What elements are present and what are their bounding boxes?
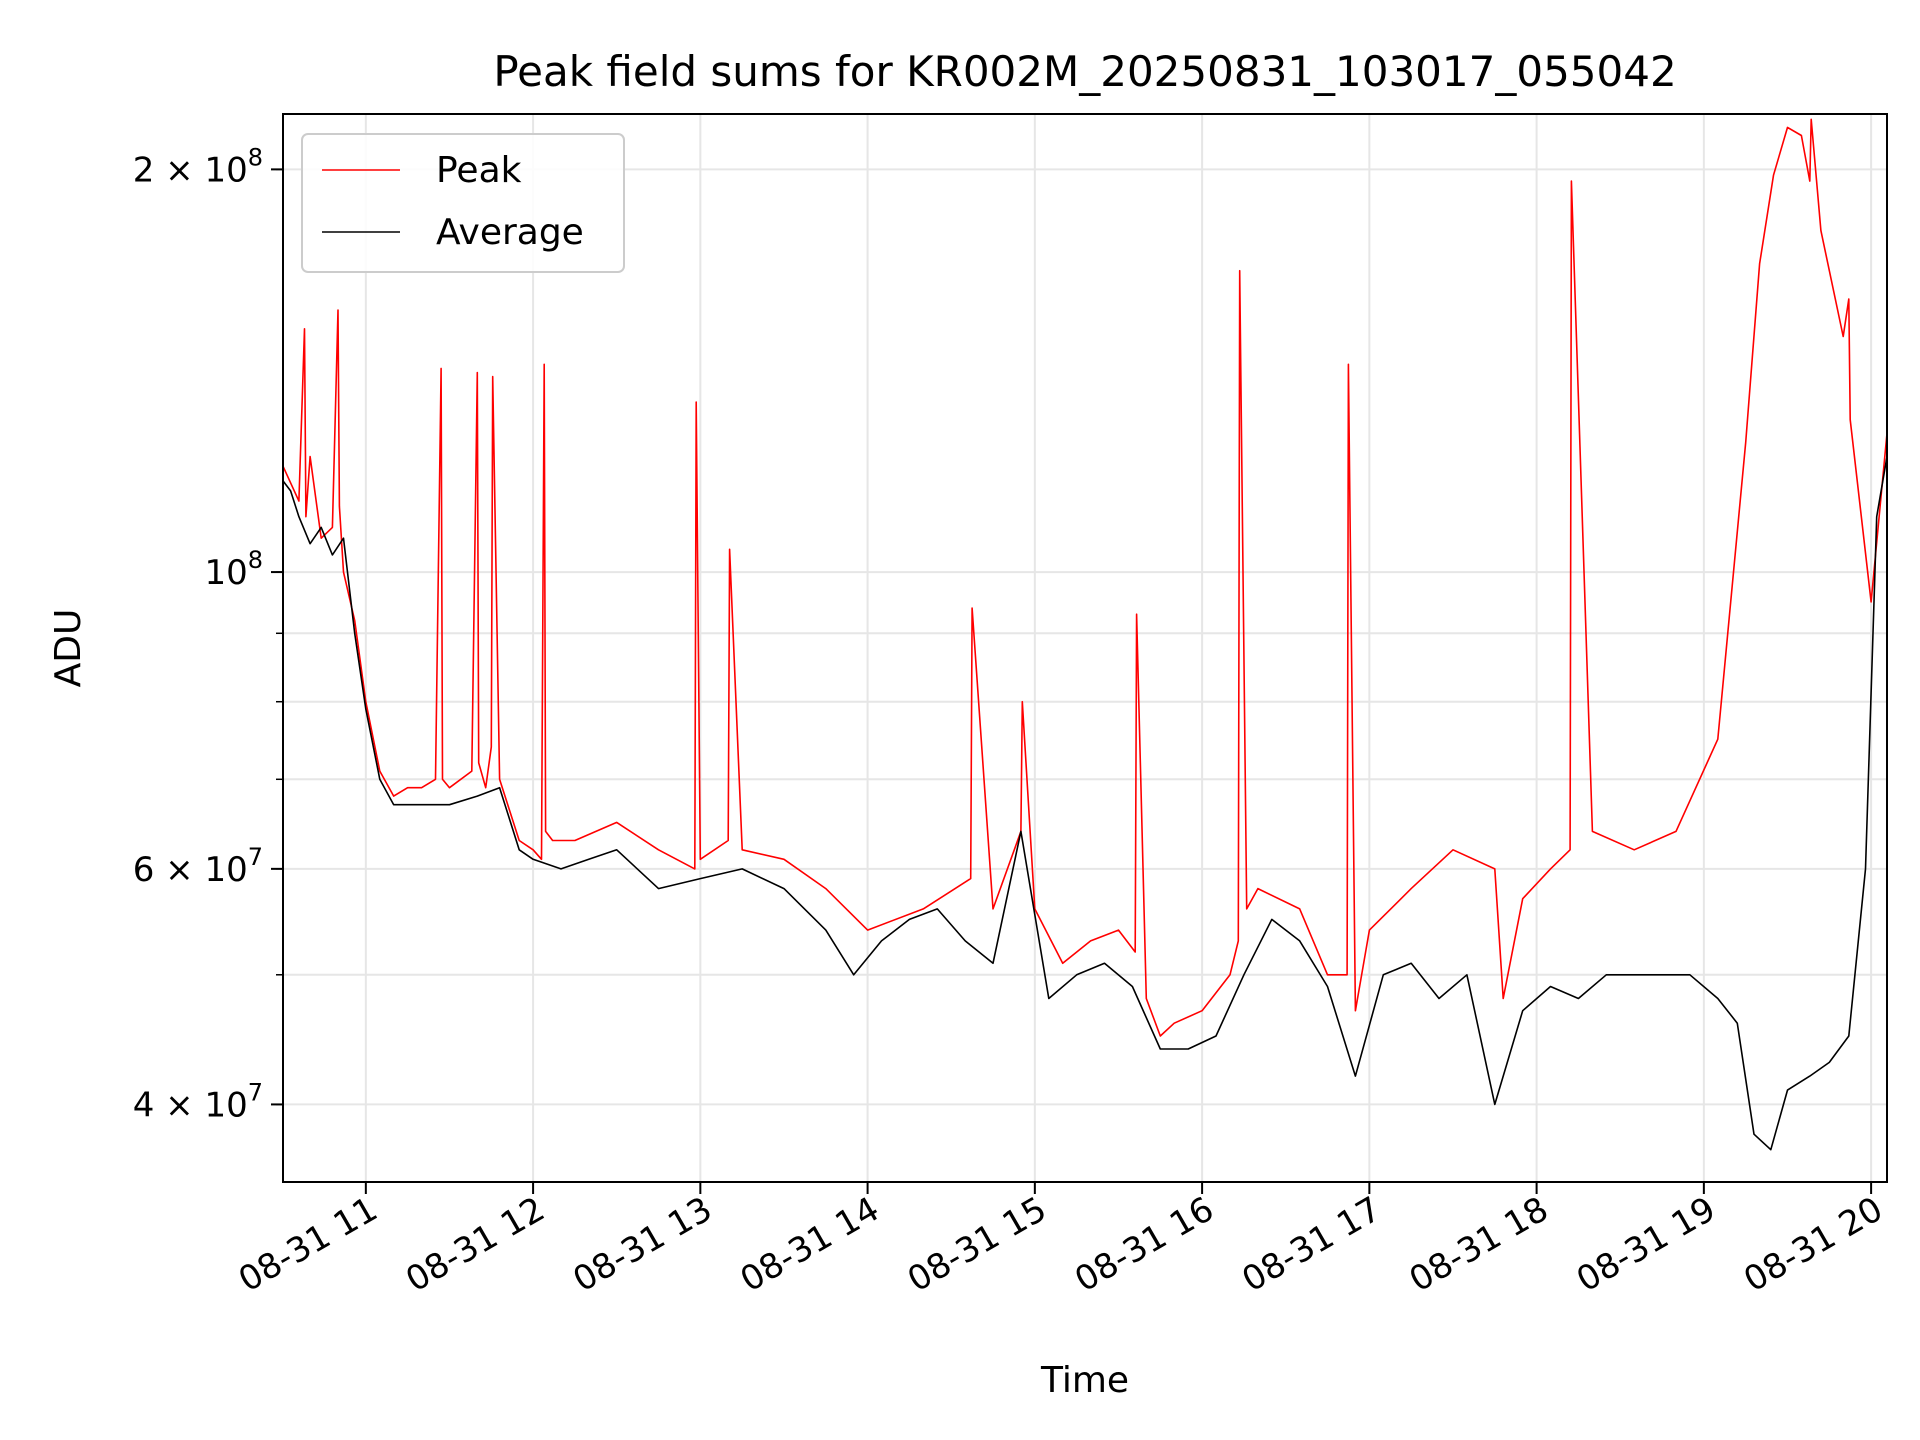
plot-series	[282, 118, 1888, 1151]
legend-label-average: Average	[436, 212, 584, 253]
grid	[283, 114, 1887, 1182]
legend-box	[301, 133, 625, 273]
y-tick-label: 108	[204, 546, 263, 593]
legend-label-peak: Peak	[436, 150, 522, 191]
y-axis-label: ADU	[48, 609, 89, 688]
y-tick-label: 6 × 107	[133, 843, 263, 890]
y-ticks: 4 × 107 6 × 107 108 2 × 108	[133, 143, 283, 1125]
x-axis-label: Time	[1040, 1360, 1129, 1401]
series-line-average	[282, 456, 1888, 1151]
y-tick-label: 4 × 107	[133, 1078, 263, 1125]
series-line-peak	[282, 118, 1888, 1037]
plot-frame	[282, 113, 1888, 1183]
chart-title: Peak field sums for KR002M_20250831_1030…	[493, 47, 1676, 96]
legend: Peak Average	[301, 133, 625, 273]
y-tick-label: 2 × 108	[133, 143, 263, 190]
